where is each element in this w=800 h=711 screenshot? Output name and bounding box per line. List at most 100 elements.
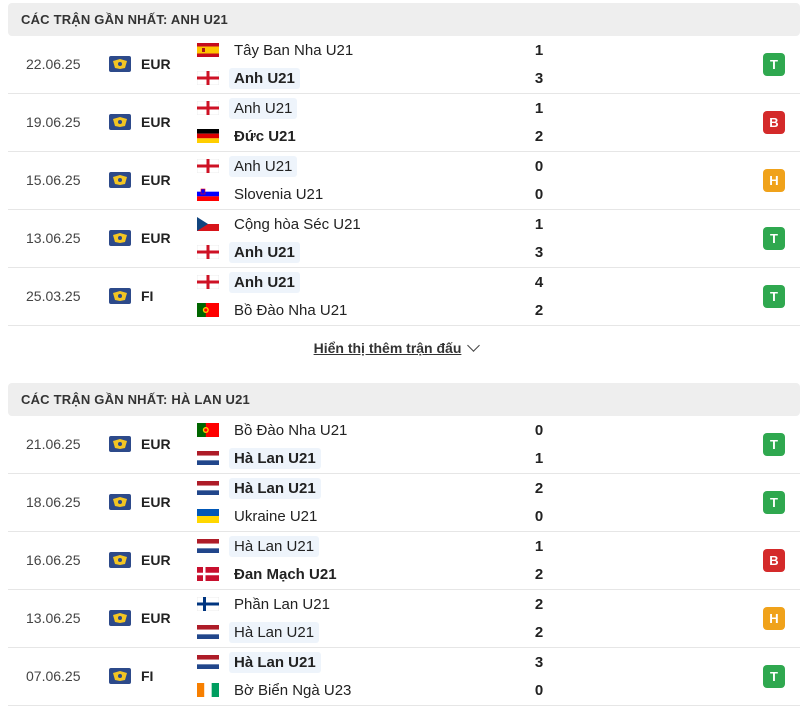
team-name[interactable]: Hà Lan U21	[229, 621, 320, 643]
league-name[interactable]: EUR	[141, 436, 171, 452]
team-name[interactable]: Đức U21	[234, 127, 296, 145]
league-trophy-icon	[109, 114, 131, 130]
team-name[interactable]: Ukraine U21	[234, 507, 318, 525]
match-date: 15.06.25	[26, 172, 81, 188]
home-team[interactable]: Hà Lan U21	[197, 650, 321, 674]
match-row[interactable]: 16.06.25 EUR Hà Lan U21 1 Đan Mạch U21 2 B	[8, 532, 800, 590]
result-badge: H	[763, 169, 785, 192]
match-date: 13.06.25	[26, 230, 81, 246]
away-team[interactable]: Bờ Biển Ngà U23	[197, 678, 356, 702]
team-name[interactable]: Hà Lan U21	[229, 535, 320, 557]
home-team[interactable]: Hà Lan U21	[197, 534, 320, 558]
team-name[interactable]: Đan Mạch U21	[234, 565, 337, 583]
chevron-down-icon[interactable]	[467, 339, 481, 352]
away-team[interactable]: Anh U21	[197, 240, 300, 264]
team-name[interactable]: Anh U21	[229, 97, 298, 119]
away-team[interactable]: Slovenia U21	[197, 182, 328, 206]
competition[interactable]: EUR	[109, 56, 171, 72]
league-trophy-icon	[109, 552, 131, 568]
match-row[interactable]: 22.06.25 EUR Tây Ban Nha U21 1 Anh U21 3 T	[8, 36, 800, 94]
home-team[interactable]: Cộng hòa Séc U21	[197, 212, 366, 236]
match-date: 13.06.25	[26, 610, 81, 626]
league-trophy-icon	[109, 436, 131, 452]
denmark-flag	[197, 567, 219, 581]
team-name[interactable]: Hà Lan U21	[229, 447, 321, 469]
away-score: 2	[534, 566, 544, 583]
match-row[interactable]: 07.06.25 FI Hà Lan U21 3 Bờ Biển Ngà U23 0 T	[8, 648, 800, 706]
away-team[interactable]: Hà Lan U21	[197, 446, 321, 470]
team-name[interactable]: Bồ Đào Nha U21	[234, 421, 348, 439]
competition[interactable]: FI	[109, 668, 153, 684]
league-name[interactable]: FI	[141, 668, 154, 684]
home-team[interactable]: Anh U21	[197, 154, 298, 178]
match-date: 18.06.25	[26, 494, 81, 510]
match-row[interactable]: 25.03.25 FI Anh U21 4 Bồ Đào Nha U21 2 T	[8, 268, 800, 326]
competition[interactable]: EUR	[109, 436, 171, 452]
match-row[interactable]: 15.06.25 EUR Anh U21 0 Slovenia U21 0 H	[8, 152, 800, 210]
match-row[interactable]: 18.06.25 EUR Hà Lan U21 2 Ukraine U21 0 T	[8, 474, 800, 532]
show-more-label[interactable]: Hiển thị thêm trận đấu	[313, 340, 462, 356]
away-team[interactable]: Bồ Đào Nha U21	[197, 298, 352, 322]
home-team[interactable]: Bồ Đào Nha U21	[197, 418, 352, 442]
match-date: 22.06.25	[26, 56, 81, 72]
team-name[interactable]: Phần Lan U21	[234, 595, 330, 613]
home-team[interactable]: Anh U21	[197, 96, 298, 120]
away-team[interactable]: Đức U21	[197, 124, 301, 148]
home-team[interactable]: Phần Lan U21	[197, 592, 335, 616]
away-score: 0	[534, 682, 544, 699]
competition[interactable]: EUR	[109, 494, 171, 510]
home-score: 2	[534, 480, 544, 497]
away-team[interactable]: Ukraine U21	[197, 504, 322, 528]
show-more-link[interactable]: Hiển thị thêm trận đấu	[0, 339, 792, 356]
league-name[interactable]: EUR	[141, 56, 171, 72]
league-name[interactable]: FI	[141, 288, 154, 304]
team-name[interactable]: Anh U21	[229, 271, 300, 293]
england-flag	[197, 159, 219, 173]
league-name[interactable]: EUR	[141, 494, 171, 510]
competition[interactable]: EUR	[109, 114, 171, 130]
competition[interactable]: EUR	[109, 552, 171, 568]
competition[interactable]: FI	[109, 288, 153, 304]
away-team[interactable]: Anh U21	[197, 66, 300, 90]
team-name[interactable]: Bờ Biển Ngà U23	[234, 681, 352, 699]
match-row[interactable]: 19.06.25 EUR Anh U21 1 Đức U21 2 B	[8, 94, 800, 152]
team-name[interactable]: Bồ Đào Nha U21	[234, 301, 348, 319]
england-flag	[197, 101, 219, 115]
league-trophy-icon	[109, 172, 131, 188]
league-name[interactable]: EUR	[141, 114, 171, 130]
match-row[interactable]: 13.06.25 EUR Cộng hòa Séc U21 1 Anh U21 3 T	[8, 210, 800, 268]
team-name[interactable]: Cộng hòa Séc U21	[234, 215, 361, 233]
away-score: 3	[534, 70, 544, 87]
match-row[interactable]: 21.06.25 EUR Bồ Đào Nha U21 0 Hà Lan U21 1 T	[8, 416, 800, 474]
competition[interactable]: EUR	[109, 230, 171, 246]
home-team[interactable]: Tây Ban Nha U21	[197, 38, 358, 62]
league-name[interactable]: EUR	[141, 172, 171, 188]
away-team[interactable]: Đan Mạch U21	[197, 562, 342, 586]
england-flag	[197, 245, 219, 259]
team-name[interactable]: Slovenia U21	[234, 185, 324, 203]
spain-flag	[197, 43, 219, 57]
home-score: 1	[534, 42, 544, 59]
czech-flag	[197, 217, 219, 231]
team-name[interactable]: Hà Lan U21	[229, 651, 321, 673]
league-name[interactable]: EUR	[141, 610, 171, 626]
away-team[interactable]: Hà Lan U21	[197, 620, 320, 644]
match-row[interactable]: 13.06.25 EUR Phần Lan U21 2 Hà Lan U21 2 H	[8, 590, 800, 648]
team-name[interactable]: Anh U21	[229, 67, 300, 89]
competition[interactable]: EUR	[109, 610, 171, 626]
team-name[interactable]: Anh U21	[229, 241, 300, 263]
home-team[interactable]: Anh U21	[197, 270, 300, 294]
home-team[interactable]: Hà Lan U21	[197, 476, 321, 500]
league-name[interactable]: EUR	[141, 230, 171, 246]
match-date: 21.06.25	[26, 436, 81, 452]
team-name[interactable]: Anh U21	[229, 155, 298, 177]
home-score: 0	[534, 422, 544, 439]
home-score: 1	[534, 538, 544, 555]
germany-flag	[197, 129, 219, 143]
team-name[interactable]: Hà Lan U21	[229, 477, 321, 499]
league-name[interactable]: EUR	[141, 552, 171, 568]
netherlands-flag	[197, 539, 219, 553]
section-header: CÁC TRẬN GẦN NHẤT: HÀ LAN U21	[8, 383, 800, 416]
competition[interactable]: EUR	[109, 172, 171, 188]
team-name[interactable]: Tây Ban Nha U21	[234, 41, 354, 59]
